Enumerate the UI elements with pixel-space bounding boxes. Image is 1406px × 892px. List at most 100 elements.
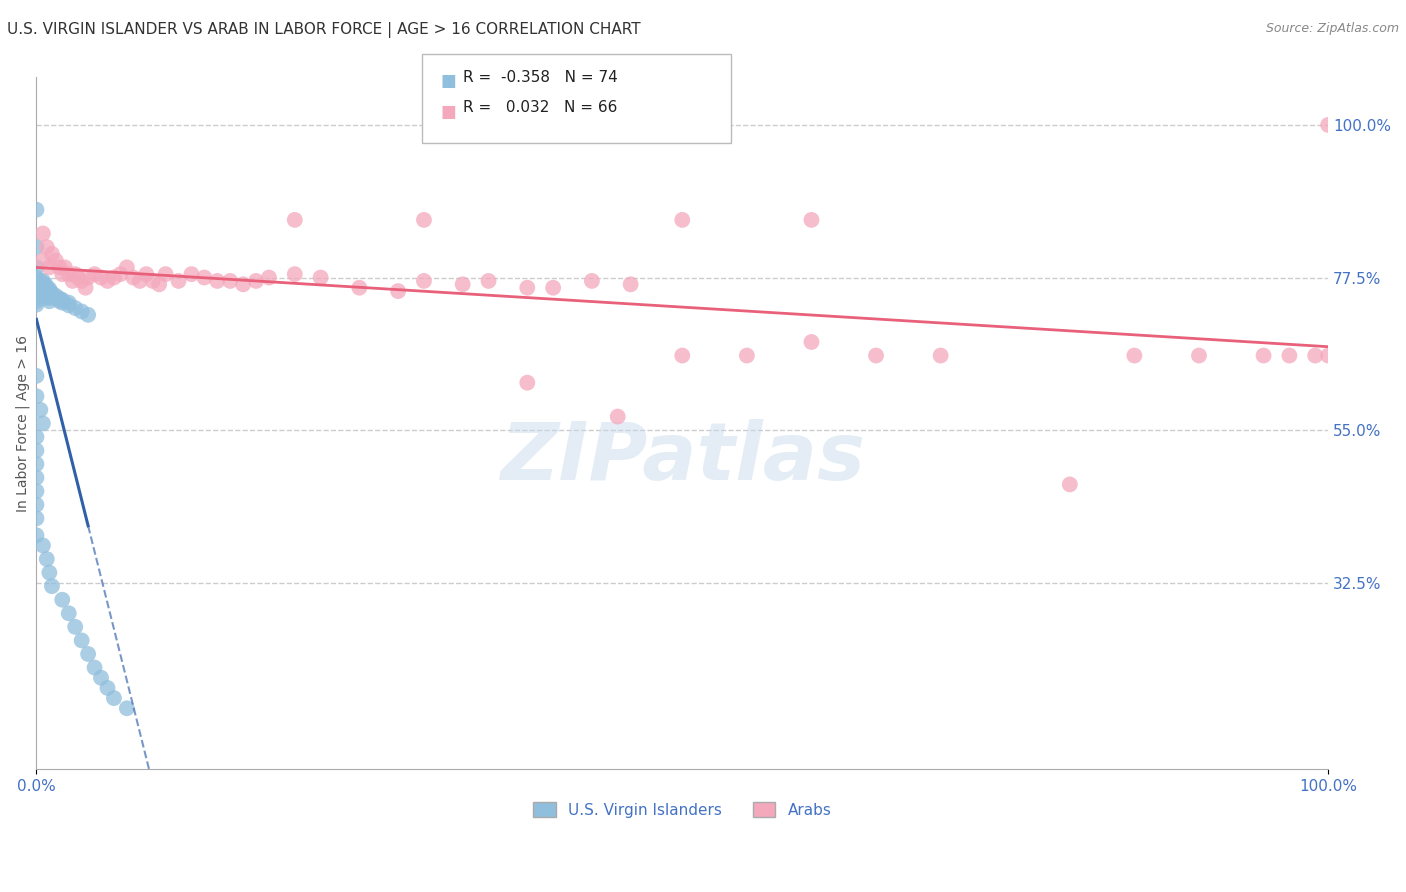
Point: [387, 284, 409, 298]
Point: [25, 498, 48, 512]
Point: [25, 484, 48, 499]
Point: [25, 284, 48, 298]
Point: [193, 270, 215, 285]
Point: [63, 301, 86, 315]
Point: [671, 349, 693, 363]
Point: [34, 291, 56, 305]
Point: [32, 539, 55, 553]
Point: [451, 277, 474, 292]
Point: [245, 274, 267, 288]
Point: [34, 284, 56, 298]
Point: [32, 281, 55, 295]
Point: [63, 267, 86, 281]
Point: [25, 291, 48, 305]
Point: [48, 292, 70, 306]
Point: [1317, 349, 1340, 363]
Point: [25, 270, 48, 285]
Point: [34, 281, 56, 295]
Text: R =  -0.358   N = 74: R = -0.358 N = 74: [463, 70, 617, 85]
Point: [115, 701, 138, 715]
Point: [45, 292, 67, 306]
Point: [90, 671, 112, 685]
Point: [148, 277, 170, 292]
Point: [38, 287, 60, 301]
Point: [30, 402, 52, 417]
Point: [25, 294, 48, 309]
Point: [51, 267, 73, 281]
Point: [32, 227, 55, 241]
Point: [865, 349, 887, 363]
Point: [38, 282, 60, 296]
Point: [58, 298, 80, 312]
Point: [1278, 349, 1301, 363]
Point: [25, 260, 48, 275]
Point: [413, 274, 436, 288]
Text: ZIPatlas: ZIPatlas: [499, 419, 865, 497]
Point: [800, 334, 823, 349]
Point: [800, 213, 823, 227]
Point: [25, 298, 48, 312]
Point: [135, 267, 157, 281]
Point: [516, 281, 538, 295]
Point: [30, 281, 52, 295]
Point: [25, 389, 48, 403]
Point: [77, 647, 100, 661]
Point: [77, 308, 100, 322]
Point: [41, 289, 63, 303]
Point: [413, 213, 436, 227]
Point: [30, 274, 52, 288]
Point: [606, 409, 628, 424]
Point: [207, 274, 229, 288]
Point: [929, 349, 952, 363]
Point: [63, 620, 86, 634]
Point: [1317, 118, 1340, 132]
Legend: U.S. Virgin Islanders, Arabs: U.S. Virgin Islanders, Arabs: [527, 796, 838, 824]
Point: [58, 295, 80, 310]
Point: [32, 253, 55, 268]
Point: [32, 284, 55, 298]
Y-axis label: In Labor Force | Age > 16: In Labor Force | Age > 16: [15, 334, 30, 512]
Point: [83, 660, 105, 674]
Point: [48, 260, 70, 275]
Text: Source: ZipAtlas.com: Source: ZipAtlas.com: [1265, 22, 1399, 36]
Point: [620, 277, 643, 292]
Point: [110, 267, 132, 281]
Point: [41, 286, 63, 301]
Text: U.S. VIRGIN ISLANDER VS ARAB IN LABOR FORCE | AGE > 16 CORRELATION CHART: U.S. VIRGIN ISLANDER VS ARAB IN LABOR FO…: [7, 22, 641, 38]
Point: [45, 289, 67, 303]
Point: [38, 566, 60, 580]
Point: [167, 274, 190, 288]
Point: [32, 417, 55, 431]
Point: [219, 274, 242, 288]
Point: [25, 511, 48, 525]
Point: [41, 247, 63, 261]
Point: [32, 277, 55, 292]
Point: [32, 274, 55, 288]
Point: [477, 274, 499, 288]
Point: [58, 267, 80, 281]
Point: [25, 430, 48, 444]
Point: [51, 295, 73, 310]
Point: [257, 270, 280, 285]
Point: [34, 277, 56, 292]
Point: [77, 270, 100, 285]
Point: [284, 213, 307, 227]
Point: [38, 284, 60, 298]
Point: [51, 592, 73, 607]
Point: [1059, 477, 1081, 491]
Text: ■: ■: [440, 103, 456, 120]
Point: [48, 294, 70, 309]
Point: [35, 552, 58, 566]
Point: [70, 274, 93, 288]
Point: [103, 270, 125, 285]
Point: [142, 274, 165, 288]
Text: R =   0.032   N = 66: R = 0.032 N = 66: [463, 100, 617, 115]
Point: [32, 287, 55, 301]
Point: [25, 274, 48, 288]
Point: [155, 267, 177, 281]
Point: [25, 287, 48, 301]
Point: [309, 270, 332, 285]
Point: [70, 304, 93, 318]
Point: [38, 294, 60, 309]
Point: [671, 213, 693, 227]
